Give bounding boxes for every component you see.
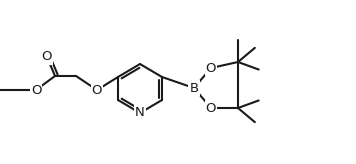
Text: O: O [31, 83, 41, 96]
Text: O: O [206, 62, 216, 74]
Text: N: N [135, 106, 145, 120]
Text: O: O [92, 83, 102, 96]
Text: O: O [42, 51, 52, 63]
Text: B: B [189, 82, 199, 94]
Text: O: O [206, 102, 216, 114]
